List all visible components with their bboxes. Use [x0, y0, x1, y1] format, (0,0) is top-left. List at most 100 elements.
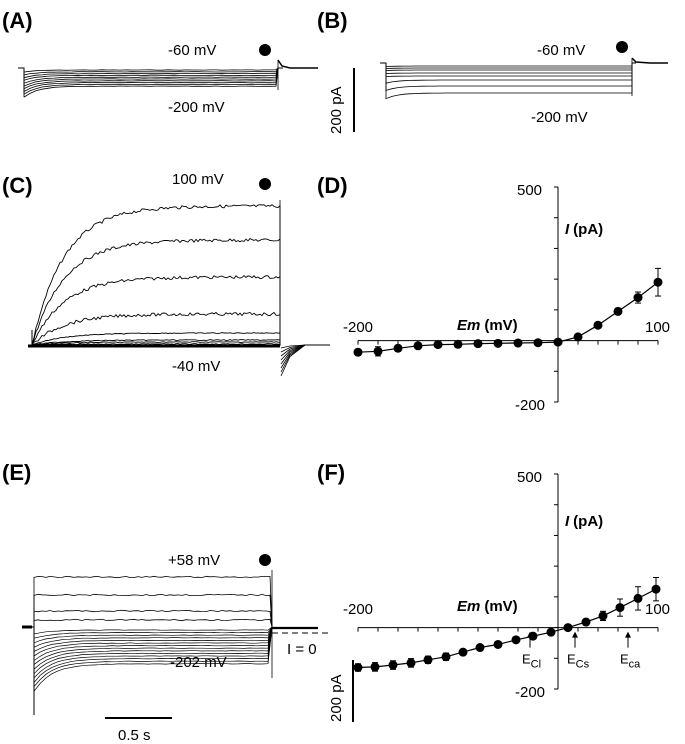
iv-f-reversal-label-main: E: [522, 652, 531, 667]
iv-f-data-point: [458, 647, 468, 657]
panel-c-sweep: [28, 330, 281, 346]
iv-f-ylabel-italic: I: [565, 513, 570, 530]
iv-f-data-point: [441, 652, 451, 662]
panel-c-tail-current: [280, 344, 330, 365]
panel-e-sweep-inward: [32, 626, 273, 665]
panel-b-sweep: [380, 62, 636, 74]
panel-e-sweep-inward: [32, 626, 273, 635]
panel-c-sweep: [28, 274, 281, 347]
iv-d-data-point: [413, 341, 423, 351]
panel-c-bottom-voltage: -40 mV: [172, 358, 220, 375]
iv-f-data-point: [493, 639, 503, 649]
panel-a-sweep: [18, 67, 283, 87]
iv-d-xlabel: Em (mV): [457, 317, 518, 334]
panel-a-marker-dot: [259, 44, 271, 56]
iv-d-data-point: [613, 306, 623, 316]
panel-c-marker-dot: [259, 178, 271, 190]
iv-d-data-point: [453, 339, 463, 349]
panel-e-sweep-inward: [32, 626, 273, 657]
panel-b-sweep: [380, 62, 636, 91]
iv-f-data-point: [615, 603, 625, 613]
panel-b-marker-dot: [616, 41, 628, 53]
iv-d-xtick-min: -200: [343, 319, 373, 336]
iv-f-reversal-arrowhead: [625, 631, 631, 638]
iv-d-ylabel-unit: (pA): [573, 221, 603, 238]
panel-a-sweep: [18, 67, 283, 81]
iv-f-data-point: [475, 643, 485, 653]
panel-a-sweep: [18, 67, 283, 79]
iv-d-data-point: [393, 343, 403, 353]
panel-e-sweep-inward: [32, 626, 273, 639]
panel-e-sweep-inward: [32, 626, 273, 662]
iv-d-data-point: [373, 346, 383, 356]
panel-e-sweep-inward: [32, 626, 273, 684]
iv-f-data-point: [598, 611, 608, 621]
iv-f-data-point: [546, 627, 556, 637]
panel-e-bottom-voltage: -202 mV: [170, 654, 227, 671]
panel-e-sweep-inward: [32, 626, 273, 644]
iv-f-data-point: [563, 623, 573, 633]
panel-e-sweep-outward: [32, 618, 273, 628]
iv-plot-d: Em (mV) I (pA) -200 100 500 -200: [343, 182, 670, 414]
current-scale-label-bottom: 200 pA: [328, 674, 345, 722]
panel-e-sweep-inward: [32, 626, 273, 652]
panel-a-sweep: [18, 67, 283, 95]
iv-d-data-point: [493, 338, 503, 348]
panel-b-sweep: [380, 62, 636, 69]
current-scale-label-top: 200 pA: [328, 86, 345, 134]
iv-f-data-point: [370, 662, 380, 672]
iv-f-reversal-label-main: E: [567, 652, 576, 667]
panel-e-sweep-inward: [32, 626, 273, 648]
iv-f-xlabel: Em (mV): [457, 598, 518, 615]
iv-f-reversal-label-main: E: [620, 652, 629, 667]
iv-f-reversal-label: ECl: [522, 652, 541, 671]
panel-label-f: (F): [317, 460, 345, 485]
iv-d-iv-line: [357, 281, 659, 353]
panel-e-sweep-inward: [32, 626, 273, 679]
iv-d-data-point: [573, 332, 583, 342]
panel-label-e: (E): [2, 460, 31, 485]
iv-f-data-point: [388, 660, 398, 670]
iv-d-data-point: [533, 338, 543, 348]
panel-a-sweep: [18, 67, 283, 84]
iv-f-xtick-min: -200: [343, 601, 373, 618]
panel-label-d: (D): [317, 173, 348, 198]
panel-c-sweep: [28, 204, 281, 346]
iv-f-data-point: [651, 584, 661, 594]
iv-f-data-point: [581, 617, 591, 627]
iv-d-data-point: [433, 340, 443, 350]
panel-b-tail-current: [631, 57, 668, 64]
iv-f-reversal-arrowhead: [527, 631, 533, 638]
panel-c-top-voltage: 100 mV: [172, 171, 224, 188]
iv-f-reversal-label-sub: ca: [629, 659, 642, 671]
panel-a-traces: [18, 59, 318, 98]
iv-d-xlabel-unit: (mV): [484, 317, 517, 334]
iv-d-ylabel: I (pA): [565, 221, 603, 238]
panel-a-sweep: [18, 67, 283, 98]
iv-f-data-point: [633, 593, 643, 603]
iv-f-data-point: [423, 655, 433, 665]
iv-d-data-point: [593, 320, 603, 330]
panel-label-b: (B): [317, 8, 348, 33]
panel-e-marker-dot: [259, 554, 271, 566]
panel-a-sweep: [18, 67, 283, 92]
panel-c-sweep: [28, 311, 281, 346]
iv-f-data-point: [406, 658, 416, 668]
iv-f-ylabel: I (pA): [565, 513, 603, 530]
iv-d-data-point: [353, 347, 363, 357]
panel-c-sweep: [28, 330, 281, 346]
iv-f-reversal-label: ECs: [567, 652, 590, 671]
panel-a-sweep: [18, 67, 283, 73]
panel-a-bottom-voltage: -200 mV: [168, 99, 225, 116]
iv-d-ytick-max: 500: [517, 182, 542, 199]
iv-f-xlabel-italic: Em: [457, 598, 480, 615]
iv-d-ytick-min: -200: [515, 397, 545, 414]
iv-plot-f: Em (mV) I (pA) -200 100 500 -200 ECl ECs Eca: [343, 469, 670, 701]
panel-e-traces: [22, 570, 330, 715]
panel-a-sweep: [18, 67, 283, 76]
panel-b-traces: [380, 57, 668, 100]
panel-e-zero-current-label: I = 0: [287, 641, 317, 658]
panel-c-tail-current: [280, 344, 330, 349]
iv-d-data-point: [473, 339, 483, 349]
